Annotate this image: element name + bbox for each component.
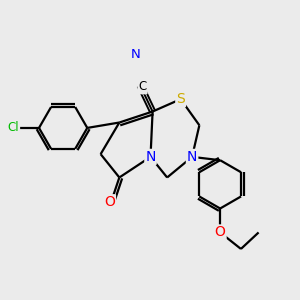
Text: N: N: [187, 150, 197, 164]
Text: N: N: [145, 150, 156, 164]
Text: S: S: [176, 92, 185, 106]
Text: Cl: Cl: [8, 122, 19, 134]
Text: N: N: [130, 48, 140, 61]
Text: C: C: [138, 80, 147, 93]
Text: O: O: [104, 195, 115, 209]
Text: O: O: [215, 225, 226, 239]
